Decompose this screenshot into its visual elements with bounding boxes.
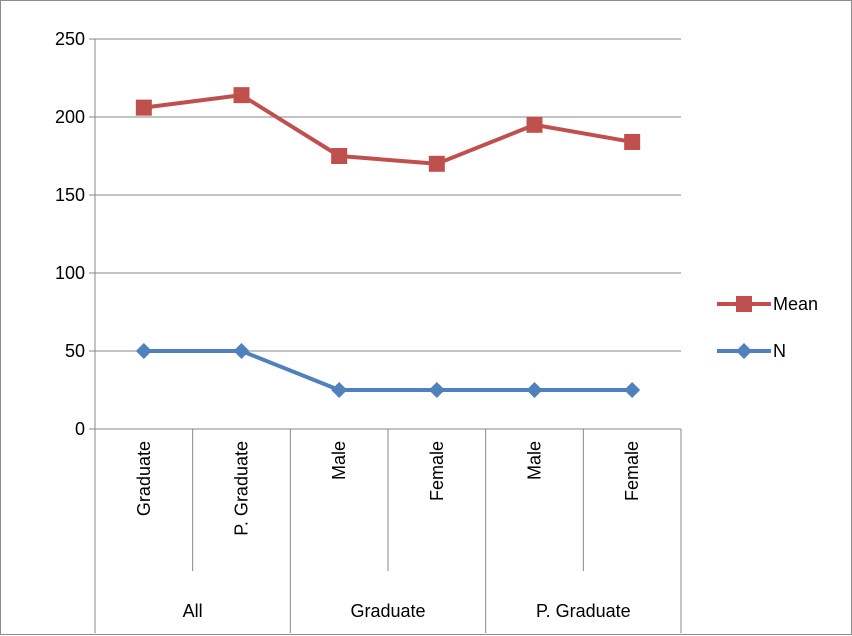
y-tick-label: 100 <box>55 263 85 283</box>
y-tick-label: 50 <box>65 341 85 361</box>
data-point <box>428 155 445 172</box>
x-category-label: Female <box>427 441 447 501</box>
y-tick-label: 150 <box>55 185 85 205</box>
legend: Mean N <box>717 294 818 361</box>
y-tick-label: 200 <box>55 107 85 127</box>
legend-item-mean: Mean <box>717 294 818 314</box>
data-point <box>331 382 348 398</box>
data-point <box>624 133 641 150</box>
series-line <box>143 349 633 392</box>
y-axis: 0 50 100 150 200 250 <box>55 29 96 439</box>
series-n <box>135 343 641 398</box>
data-point <box>233 87 250 104</box>
data-point <box>135 99 152 116</box>
data-point <box>428 382 445 398</box>
x-category-label: P. Graduate <box>232 441 252 536</box>
x-axis: Graduate P. Graduate Male Female Male Female A… <box>94 428 682 633</box>
legend-label: N <box>773 341 786 361</box>
data-point <box>526 116 543 133</box>
x-category-label: Male <box>525 441 545 480</box>
data-point <box>331 148 348 164</box>
series-mean <box>135 87 641 172</box>
data-point <box>624 382 641 398</box>
data-point <box>736 343 752 359</box>
x-category-label: Female <box>622 441 642 501</box>
legend-item-n: N <box>717 341 786 361</box>
x-group-label: Graduate <box>350 601 425 621</box>
x-group-label: All <box>183 601 203 621</box>
data-point <box>135 343 152 359</box>
series-layer <box>135 87 641 398</box>
x-category-label: Graduate <box>134 441 154 516</box>
data-point <box>233 343 250 359</box>
data-point <box>736 296 752 312</box>
y-tick-label: 0 <box>75 419 85 439</box>
gridlines <box>95 38 681 352</box>
y-tick-label: 250 <box>55 29 85 49</box>
legend-label: Mean <box>773 294 818 314</box>
x-category-label: Male <box>329 441 349 480</box>
x-group-label: P. Graduate <box>536 601 631 621</box>
series-line <box>143 93 633 166</box>
data-point <box>526 382 543 398</box>
